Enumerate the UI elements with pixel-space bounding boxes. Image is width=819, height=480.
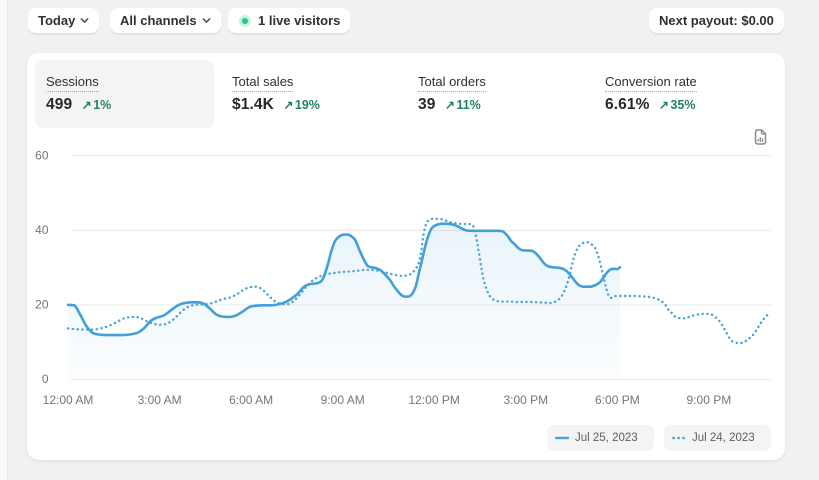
svg-text:9:00 AM: 9:00 AM: [321, 393, 365, 407]
svg-text:12:00 PM: 12:00 PM: [409, 393, 460, 407]
svg-text:3:00 PM: 3:00 PM: [503, 393, 548, 407]
svg-text:6:00 AM: 6:00 AM: [229, 393, 273, 407]
svg-text:20: 20: [35, 297, 49, 311]
svg-text:3:00 AM: 3:00 AM: [138, 393, 182, 407]
svg-text:12:00 AM: 12:00 AM: [43, 393, 94, 407]
svg-text:0: 0: [42, 372, 49, 386]
svg-text:6:00 PM: 6:00 PM: [595, 393, 640, 407]
svg-text:9:00 PM: 9:00 PM: [687, 393, 732, 407]
svg-text:60: 60: [35, 148, 49, 162]
svg-text:40: 40: [35, 223, 49, 237]
